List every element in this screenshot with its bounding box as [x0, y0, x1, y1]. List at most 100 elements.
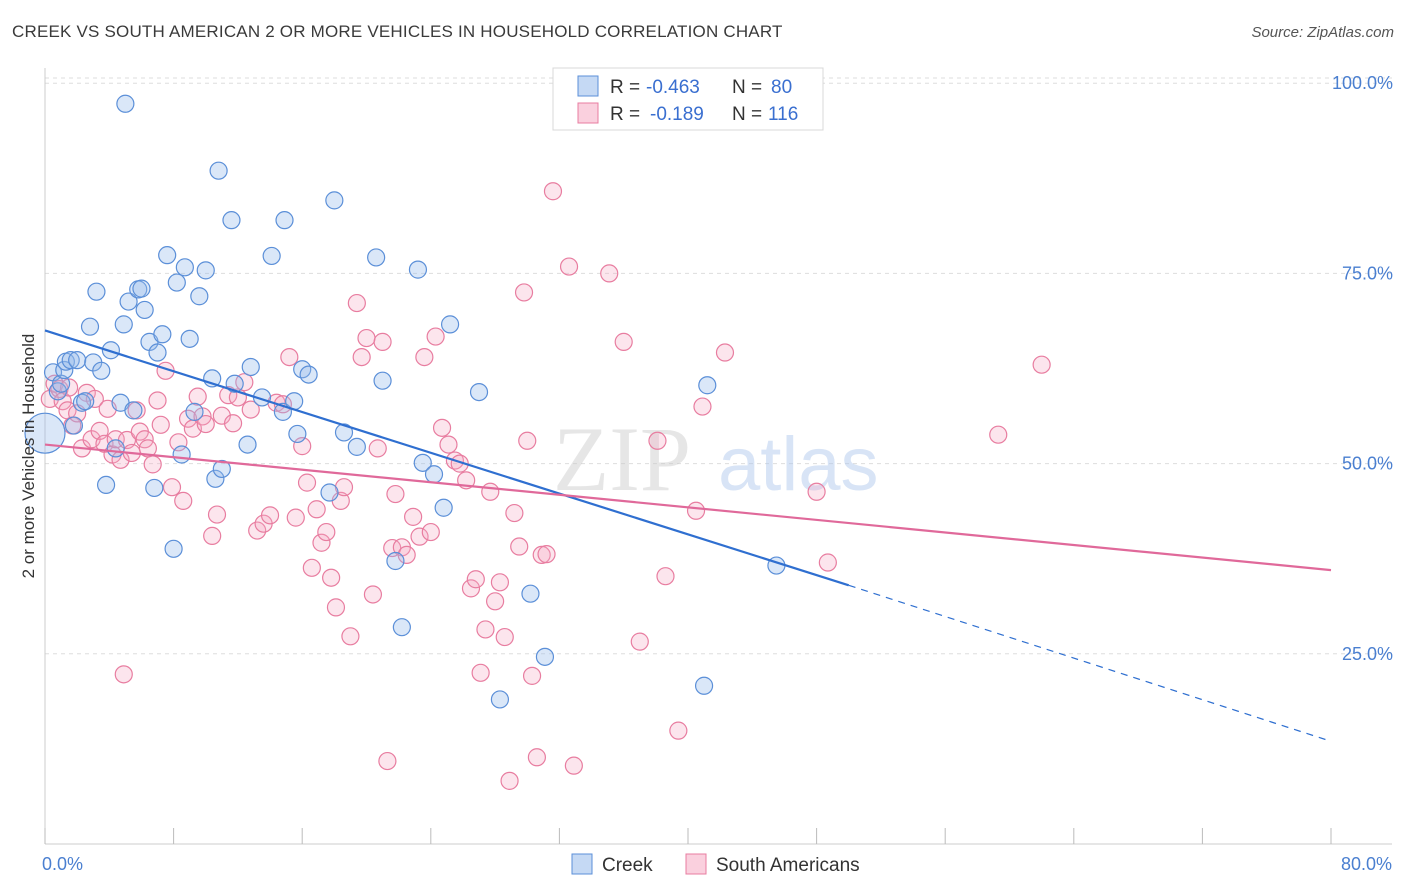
y-tick-labels: 25.0% 50.0% 75.0% 100.0%: [1332, 73, 1393, 664]
creek-series-label: Creek: [602, 855, 653, 876]
creek-point: [698, 376, 717, 395]
y-axis-label: 2 or more Vehicles in Household: [19, 334, 38, 579]
creek-point: [114, 315, 133, 334]
south-americans-point: [481, 482, 500, 501]
south-americans-point: [989, 425, 1008, 444]
south-series-swatch: [685, 853, 707, 875]
creek-point: [288, 424, 307, 444]
south-americans-point: [203, 526, 222, 545]
creek-point: [222, 211, 241, 230]
south-americans-point: [669, 721, 688, 740]
creek-point: [116, 94, 135, 113]
south-americans-point: [143, 455, 162, 474]
creek-point: [185, 402, 204, 421]
south-americans-point: [490, 573, 510, 592]
south-americans-point: [248, 521, 267, 540]
creek-point: [469, 382, 489, 402]
creek-point: [172, 445, 191, 464]
south-americans-point: [648, 431, 667, 450]
creek-point: [196, 261, 215, 280]
south-americans-point: [410, 527, 429, 546]
x-tick-label-min: 0.0%: [42, 854, 83, 874]
south-americans-point: [543, 182, 563, 201]
south-americans-point: [352, 347, 371, 367]
creek-point: [92, 361, 111, 380]
creek-point: [145, 478, 164, 498]
creek-point: [275, 211, 294, 230]
creek-point: [119, 292, 138, 311]
south-americans-point: [807, 482, 826, 501]
south-americans-point: [347, 293, 366, 313]
south-americans-point: [297, 473, 317, 492]
creek-legend-swatch: [577, 75, 599, 97]
creek-point: [347, 437, 366, 456]
creek-point: [521, 584, 540, 603]
x-tick-marks: [44, 828, 1332, 844]
south-americans-point: [302, 558, 321, 577]
south-americans-point: [564, 756, 583, 775]
south-americans-point: [151, 415, 170, 434]
creek-point: [135, 300, 154, 320]
south-americans-point: [114, 665, 133, 684]
south-americans-point: [196, 414, 215, 434]
south-americans-point: [600, 264, 619, 283]
stats-legend: R = -0.463 N = 80 R = -0.189 N = 116: [552, 67, 824, 131]
series-legend: Creek South Americans: [571, 853, 860, 876]
creek-point: [392, 618, 411, 637]
x-tick-label-max: 80.0%: [1341, 854, 1392, 874]
south-americans-point: [357, 328, 376, 348]
south-americans-point: [686, 501, 706, 520]
creek-point: [153, 325, 172, 344]
creek-point: [96, 475, 116, 495]
creek-point: [148, 343, 167, 362]
creek-n-value: 80: [771, 77, 792, 98]
creek-point: [413, 453, 432, 472]
south-americans-point: [326, 598, 346, 617]
creek-point: [386, 551, 405, 571]
creek-point: [158, 246, 177, 265]
creek-point: [206, 469, 225, 488]
south-r-value: -0.189: [650, 104, 704, 125]
south-americans-point: [527, 748, 546, 767]
south-americans-point: [162, 478, 182, 497]
south-americans-point: [426, 327, 445, 346]
creek-point: [535, 647, 555, 666]
south-americans-point: [518, 431, 537, 450]
south-americans-point: [148, 391, 167, 410]
creek-point: [164, 539, 183, 558]
south-americans-point: [537, 545, 556, 564]
creek-point: [51, 374, 71, 393]
creek-trend-extension: [848, 584, 1332, 742]
creek-point: [87, 282, 106, 301]
south-americans-point: [241, 400, 260, 419]
south-n-label: N =: [732, 104, 762, 125]
south-americans-point: [432, 418, 452, 437]
south-americans-point: [522, 666, 542, 685]
creek-point: [61, 351, 80, 370]
south-americans-point: [656, 567, 675, 586]
creek-point: [367, 248, 386, 267]
y-tick-label: 75.0%: [1342, 263, 1393, 283]
south-americans-point: [207, 505, 227, 524]
south-americans-point: [174, 491, 193, 510]
south-n-value: 116: [768, 104, 798, 125]
south-americans-point: [223, 414, 243, 433]
south-americans-point: [178, 409, 198, 428]
creek-series-swatch: [571, 853, 593, 875]
creek-point: [241, 357, 260, 377]
south-americans-point: [715, 343, 735, 362]
south-americans-point: [188, 387, 207, 406]
creek-point: [424, 465, 444, 484]
creek-point: [80, 317, 100, 336]
creek-point: [132, 279, 151, 298]
south-americans-point: [486, 592, 505, 611]
creek-point: [167, 273, 186, 292]
creek-r-value: -0.463: [646, 77, 700, 98]
creek-point: [440, 315, 460, 334]
creek-point: [68, 351, 87, 370]
watermark-zip: ZIP: [553, 408, 691, 510]
source-label: Source: ZipAtlas.com: [1251, 24, 1394, 41]
south-americans-point: [312, 533, 331, 552]
south-legend-swatch: [577, 102, 599, 124]
